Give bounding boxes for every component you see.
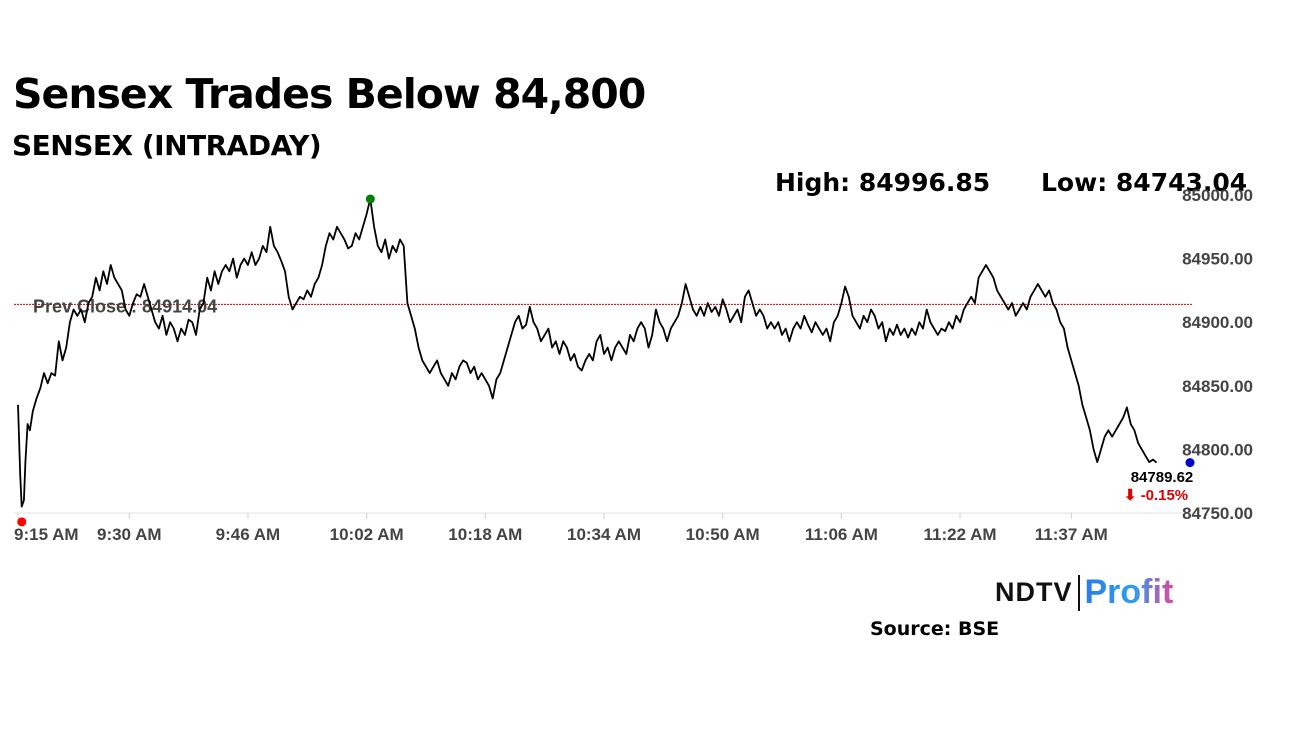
logo-ndtv-text: NDTV (995, 577, 1073, 607)
y-tick-label: 85000.00 (1182, 186, 1253, 205)
x-tick-label: 11:06 AM (805, 525, 878, 544)
x-tick-label: 9:30 AM (97, 525, 162, 544)
y-tick-label: 84800.00 (1182, 440, 1253, 459)
logo-profit-text: Profit (1084, 573, 1174, 611)
source-note: Source: BSE (870, 618, 1000, 640)
high-label: High: 84996.85 (775, 168, 991, 197)
low-label: Low: 84743.04 (1041, 168, 1248, 197)
last-point-marker (1185, 458, 1195, 468)
last-change-label: ⬇ -0.15% (1124, 487, 1188, 504)
y-tick-label: 84900.00 (1182, 313, 1253, 332)
logo-separator (1077, 574, 1080, 611)
x-tick-label: 10:18 AM (448, 525, 522, 544)
x-axis-ticks: 9:15 AM 9:30 AM 9:46 AM 10:02 AM 10:18 AM 10:… (14, 513, 1108, 544)
x-tick-label: 11:22 AM (924, 525, 997, 544)
markers (17, 194, 1195, 527)
y-tick-label: 84950.00 (1182, 250, 1253, 269)
chart-subtitle: SENSEX (INTRADAY) (12, 129, 322, 162)
x-tick-label: 11:37 AM (1035, 525, 1108, 544)
ndtv-profit-logo: NDTV Profit (995, 573, 1173, 612)
x-tick-label: 10:34 AM (567, 525, 641, 544)
y-tick-label: 84850.00 (1182, 377, 1253, 396)
x-tick-label: 10:02 AM (330, 525, 404, 544)
low-point-marker (17, 517, 27, 527)
y-axis-ticks: 85000.00 84950.00 84900.00 84850.00 84800.00… (1182, 186, 1253, 523)
x-tick-label: 9:46 AM (216, 525, 281, 544)
last-value-labels: 84789.62 ⬇ -0.15% (1124, 469, 1193, 504)
last-value-label: 84789.62 (1131, 469, 1194, 486)
series-line (17, 197, 1158, 508)
y-tick-label: 84750.00 (1182, 504, 1253, 523)
high-point-marker (365, 194, 375, 204)
x-tick-label: 10:50 AM (686, 525, 760, 544)
chart-title: Sensex Trades Below 84,800 (13, 70, 646, 118)
x-tick-label: 9:15 AM (14, 525, 79, 544)
